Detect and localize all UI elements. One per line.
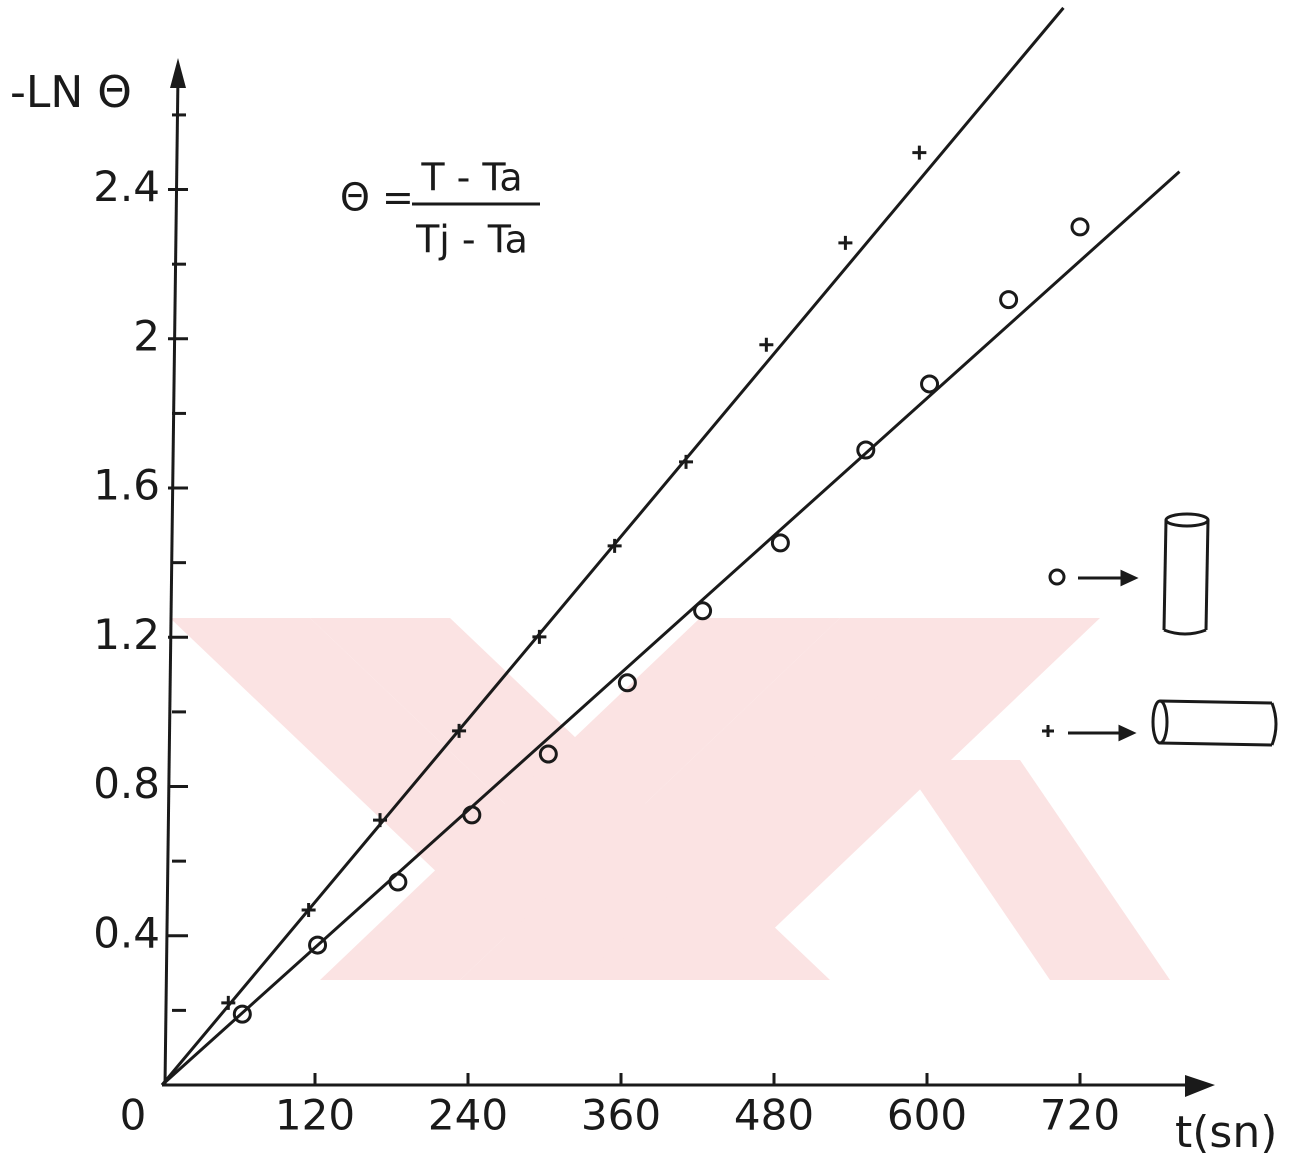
point [232,1004,252,1024]
x-axis-arrow [1185,1075,1215,1097]
point [770,533,790,553]
x-tick-label: 600 [887,1091,967,1140]
x-tick-label: 0 [120,1091,147,1140]
point [462,805,482,825]
fit-line [160,170,1181,1087]
point [999,290,1019,310]
x-tick-label: 480 [734,1091,814,1140]
point [373,813,388,828]
point [693,601,713,621]
point [308,935,328,955]
x-tick-label: 360 [581,1091,661,1140]
point [920,374,940,394]
formula-numerator: T - Ta [420,156,522,200]
y-tick-label: 1.6 [93,461,160,510]
point [1070,217,1090,237]
x-tick-label: 240 [428,1091,508,1140]
point [759,337,774,352]
y-tick-label: 2 [133,311,160,360]
x-axis-label: t(sn) [1175,1107,1277,1158]
point [856,440,876,460]
point [607,538,622,553]
point [617,673,637,693]
x-tick-label: 720 [1040,1091,1120,1140]
x-tick-label: 120 [275,1091,355,1140]
point [838,235,853,250]
y-tick-label: 0.8 [93,759,160,808]
y-axis-arrow [170,58,186,88]
formula-lhs: Θ = [340,176,414,220]
y-axis [163,74,180,1086]
legend [1042,512,1278,747]
point [301,903,316,918]
point [221,995,236,1010]
point [679,454,694,469]
point [912,145,927,160]
point [452,723,467,738]
point [538,744,558,764]
y-tick-label: 0.4 [93,908,160,957]
point [532,629,547,644]
formula-denominator: Tj - Ta [415,218,528,262]
y-tick-label: 2.4 [93,162,160,211]
y-axis-label: -LN Θ [10,67,132,118]
watermark [170,618,1170,980]
point [388,872,408,892]
y-tick-label: 1.2 [93,610,160,659]
